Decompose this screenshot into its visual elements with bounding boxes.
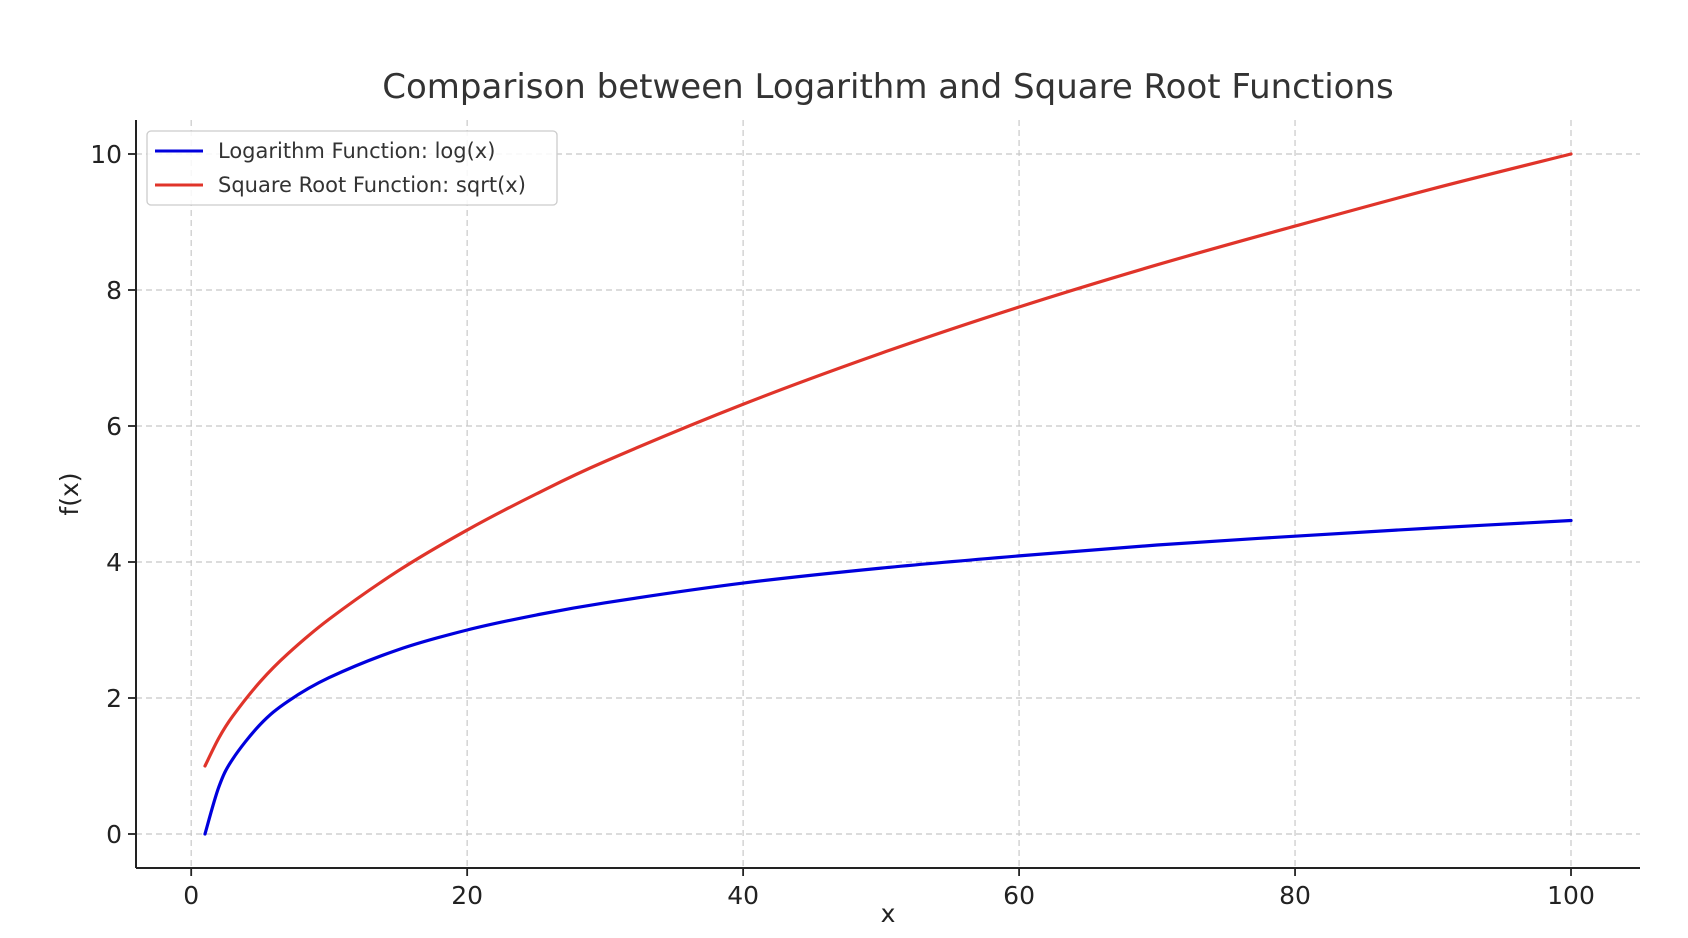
legend-label-log: Logarithm Function: log(x) — [218, 139, 495, 163]
y-tick-label: 10 — [90, 140, 122, 169]
chart-title: Comparison between Logarithm and Square … — [382, 67, 1393, 107]
x-axis-label: x — [881, 899, 896, 928]
grid-layer — [136, 120, 1640, 868]
legend-box — [146, 130, 558, 206]
x-tick-label: 20 — [451, 881, 483, 910]
x-tick-label: 80 — [1279, 881, 1311, 910]
y-tick-label: 6 — [106, 412, 122, 441]
y-tick-label: 2 — [106, 684, 122, 713]
legend: Logarithm Function: log(x) Square Root F… — [146, 130, 558, 206]
x-tick-label: 0 — [183, 881, 199, 910]
y-axis-label: f(x) — [55, 472, 84, 515]
y-tick-label: 4 — [106, 548, 122, 577]
series-line-log — [203, 518, 1573, 836]
series-line-sqrt — [203, 152, 1573, 768]
y-tick-label: 8 — [106, 276, 122, 305]
x-tick-label: 100 — [1547, 881, 1595, 910]
series-layer — [203, 152, 1573, 836]
x-tick-label: 40 — [727, 881, 759, 910]
ticks-layer: 0 20 40 60 80 100 0 2 4 6 8 10 — [90, 140, 1595, 910]
legend-label-sqrt: Square Root Function: sqrt(x) — [218, 173, 526, 197]
y-tick-label: 0 — [106, 820, 122, 849]
x-tick-label: 60 — [1003, 881, 1035, 910]
axes-layer — [135, 120, 1640, 869]
